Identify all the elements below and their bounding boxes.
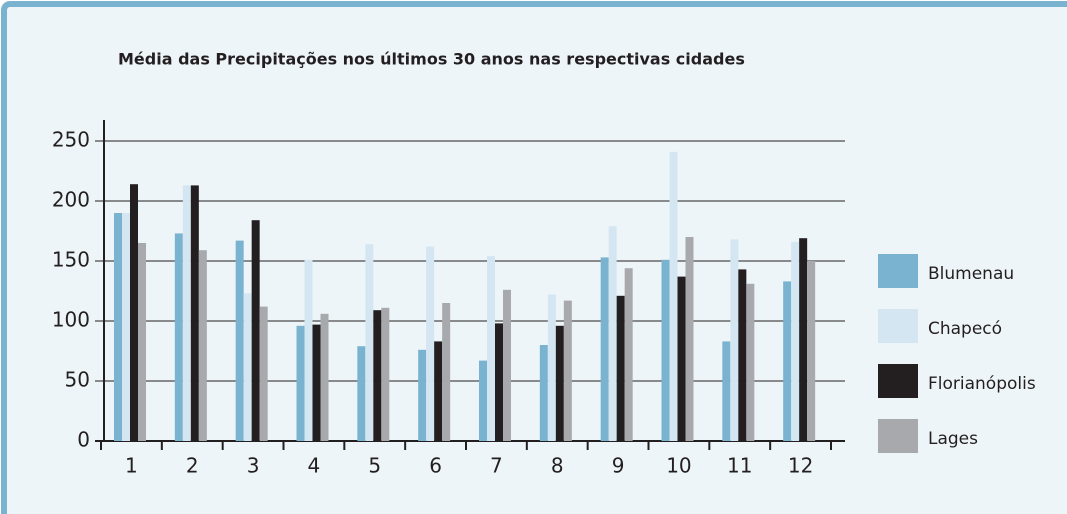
bar — [555, 325, 564, 441]
legend-label: Chapecó — [928, 319, 1002, 339]
bar — [418, 349, 427, 441]
x-tick-label: 8 — [551, 454, 564, 478]
bar — [608, 226, 617, 441]
x-tick-label: 7 — [490, 454, 503, 478]
x-tick-label: 4 — [308, 454, 321, 478]
bar — [495, 323, 503, 441]
bar — [661, 259, 670, 441]
y-tick-label: 0 — [77, 428, 90, 452]
bar — [320, 313, 329, 441]
y-tick-label: 150 — [52, 248, 90, 272]
bar — [791, 241, 800, 441]
bar — [235, 240, 244, 441]
bar — [685, 237, 694, 441]
x-tick-label: 11 — [727, 454, 752, 478]
x-tick-label: 1 — [125, 454, 138, 478]
x-tick-label: 12 — [788, 454, 813, 478]
bar — [616, 295, 625, 441]
legend-swatch — [878, 364, 918, 398]
bar — [730, 239, 739, 441]
bar — [198, 250, 207, 441]
bar — [746, 283, 755, 441]
bar — [190, 185, 199, 441]
y-tick-label: 50 — [65, 368, 90, 392]
bar — [624, 268, 633, 441]
chart-title: Média das Precipitações nos últimos 30 a… — [118, 50, 745, 69]
x-tick-label: 5 — [368, 454, 381, 478]
legend-swatch — [878, 419, 918, 453]
bar — [669, 151, 678, 442]
bar — [434, 341, 443, 441]
bar — [174, 233, 183, 441]
bar — [122, 213, 130, 441]
bar — [357, 346, 366, 441]
bar — [479, 360, 487, 441]
y-tick-label: 250 — [52, 128, 90, 152]
bar — [547, 294, 556, 441]
bar — [130, 184, 138, 441]
bar — [312, 324, 321, 441]
legend-swatch — [878, 309, 918, 343]
bar — [738, 269, 747, 441]
legend-label: Blumenau — [928, 264, 1014, 284]
bar — [539, 345, 548, 441]
bar — [381, 307, 390, 441]
x-tick-label: 10 — [666, 454, 691, 478]
legend-swatch — [878, 254, 918, 288]
bar — [722, 341, 731, 441]
bar — [304, 259, 313, 441]
bar — [799, 238, 808, 441]
bar — [114, 213, 122, 441]
bar — [138, 243, 146, 441]
bar — [243, 293, 252, 441]
y-tick-label: 200 — [52, 188, 90, 212]
bar — [503, 289, 511, 441]
legend-label: Lages — [928, 429, 978, 449]
bar — [259, 306, 268, 441]
x-tick-label: 2 — [186, 454, 199, 478]
bar — [442, 303, 451, 441]
bar — [373, 310, 382, 441]
bar — [563, 300, 572, 441]
bar — [783, 281, 792, 441]
bar — [807, 261, 816, 441]
y-tick-label: 100 — [52, 308, 90, 332]
x-tick-label: 9 — [612, 454, 625, 478]
bar — [487, 256, 495, 441]
bar — [296, 325, 305, 441]
x-tick-label: 3 — [247, 454, 260, 478]
bar — [600, 257, 609, 441]
bar — [365, 244, 374, 441]
bar — [182, 185, 191, 441]
bar — [677, 276, 686, 441]
legend-label: Florianópolis — [928, 374, 1036, 394]
bar — [426, 246, 435, 441]
x-tick-label: 6 — [429, 454, 442, 478]
bar — [251, 220, 260, 441]
